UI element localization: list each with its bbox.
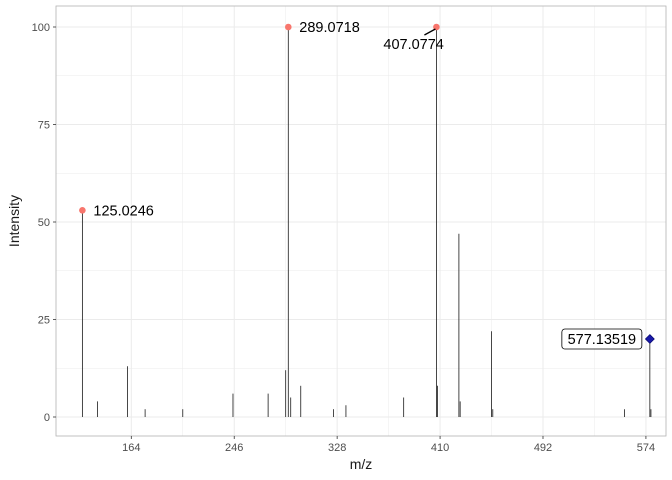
label-leader-line: [424, 28, 436, 36]
peak-sticks: [81, 27, 652, 417]
highlight-point: [79, 207, 86, 214]
peak-label: 289.0718: [299, 20, 359, 36]
x-tick-label: 328: [328, 442, 346, 454]
peak-label: 125.0246: [93, 203, 153, 219]
precursor-label: 577.13519: [568, 332, 637, 348]
y-tick-label: 0: [44, 412, 50, 424]
panel-border: [55, 5, 667, 437]
y-axis-title: Intensity: [6, 195, 22, 247]
x-tick-label: 410: [431, 442, 449, 454]
x-tick-label: 246: [225, 442, 243, 454]
y-axis-ticks: 0 25 50 75 100: [32, 22, 56, 424]
peak-label: 407.0774: [383, 37, 443, 53]
x-tick-label: 492: [534, 442, 552, 454]
y-tick-label: 75: [38, 120, 50, 132]
x-axis-title: m/z: [350, 456, 373, 472]
grid: [56, 6, 666, 436]
precursor-label-box: [561, 328, 643, 350]
precursor-point: [644, 334, 655, 344]
panel-background: [56, 6, 666, 436]
highlight-point: [284, 23, 292, 31]
y-tick-label: 25: [38, 315, 50, 327]
peak-labels: 125.0246 289.0718 407.0774 577.13519: [93, 20, 643, 350]
x-axis-ticks: 164 246 328 410 492 574: [122, 436, 655, 454]
x-tick-label: 574: [637, 442, 655, 454]
y-tick-label: 50: [38, 217, 50, 229]
y-tick-label: 100: [32, 22, 50, 34]
x-tick-label: 164: [122, 442, 140, 454]
